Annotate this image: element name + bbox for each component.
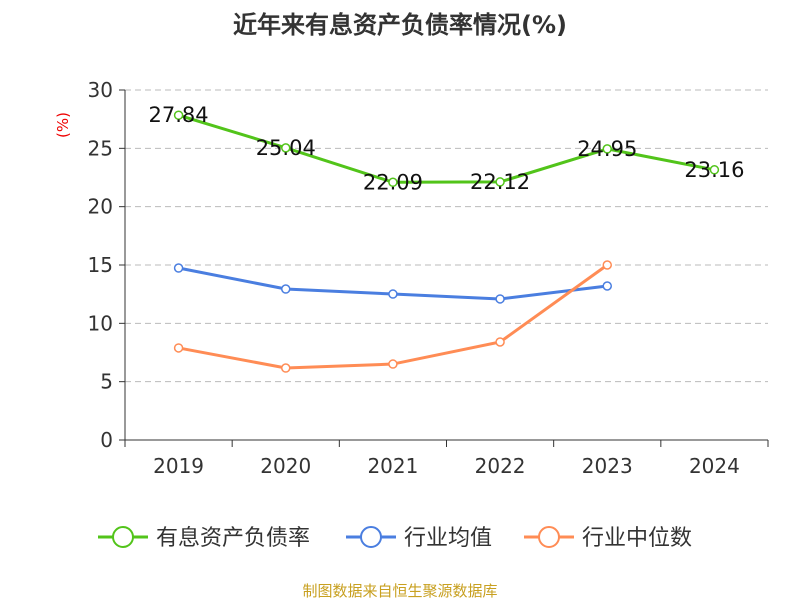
data-point[interactable] (281, 143, 291, 153)
data-label: 24.95 (577, 137, 637, 161)
data-point[interactable] (709, 165, 720, 175)
data-point[interactable] (173, 263, 184, 273)
data-point[interactable] (495, 177, 505, 187)
data-point[interactable] (602, 260, 612, 270)
y-tick-label: 5 (100, 370, 113, 394)
data-label: 22.12 (470, 170, 530, 194)
data-point[interactable] (388, 359, 398, 369)
y-tick-label: 15 (88, 253, 113, 277)
data-point[interactable] (495, 337, 505, 347)
data-label: 27.84 (149, 103, 209, 127)
y-tick-label: 25 (88, 136, 113, 160)
legend-marker-icon (538, 526, 560, 548)
legend-label[interactable]: 有息资产负债率 (156, 526, 310, 551)
legend-label[interactable]: 行业均值 (404, 526, 492, 551)
data-point[interactable] (495, 294, 505, 304)
data-label: 23.16 (684, 158, 744, 182)
legend-marker-icon (360, 526, 382, 548)
data-point[interactable] (281, 284, 291, 294)
data-label: 22.09 (363, 170, 423, 194)
y-tick-label: 30 (88, 78, 113, 102)
data-point[interactable] (602, 281, 612, 291)
data-point[interactable] (602, 144, 612, 154)
y-tick-label: 20 (88, 195, 113, 219)
y-axis-label: (%) (54, 112, 72, 138)
y-tick-label: 10 (88, 311, 113, 335)
chart-title: 近年来有息资产负债率情况(%) (233, 11, 567, 39)
x-tick-label: 2023 (582, 454, 633, 478)
data-label: 25.04 (256, 136, 316, 160)
x-tick-label: 2019 (153, 454, 204, 478)
x-tick-label: 2020 (260, 454, 311, 478)
data-point[interactable] (388, 289, 398, 299)
series-line (178, 113, 715, 184)
data-point[interactable] (173, 110, 184, 120)
footer-source: 制图数据来自恒生聚源数据库 (302, 582, 497, 600)
legend-label[interactable]: 行业中位数 (582, 526, 692, 551)
legend-marker-icon (112, 526, 134, 548)
x-tick-label: 2021 (367, 454, 418, 478)
x-tick-label: 2024 (689, 454, 740, 478)
data-point[interactable] (281, 363, 291, 373)
x-tick-label: 2022 (475, 454, 526, 478)
data-point[interactable] (173, 343, 184, 353)
y-tick-label: 0 (100, 428, 113, 452)
data-point[interactable] (388, 177, 398, 188)
